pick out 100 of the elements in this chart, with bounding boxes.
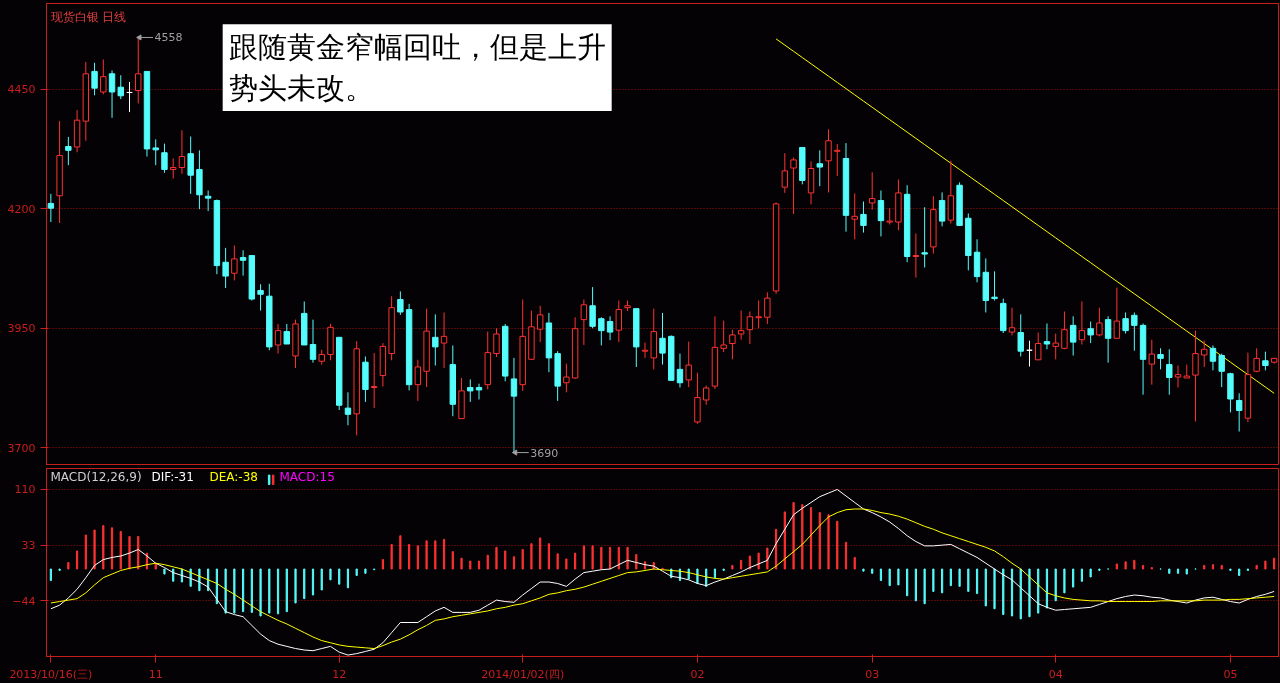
candlestick — [860, 201, 867, 234]
candlestick — [309, 319, 317, 364]
candlestick — [729, 329, 736, 360]
candlestick — [1113, 287, 1121, 339]
candlestick — [283, 323, 290, 345]
candlestick — [1131, 311, 1138, 352]
candlestick — [440, 311, 448, 369]
candlestick — [877, 190, 885, 237]
candlestick — [781, 152, 789, 194]
x-tick-label: 11 — [148, 667, 163, 681]
candlestick — [676, 353, 684, 389]
candlestick — [178, 129, 186, 175]
annotation: 跟随黄金窄幅回吐，但是上升势头未改。 — [228, 30, 606, 106]
candlestick — [231, 245, 238, 281]
candlestick — [432, 313, 439, 367]
y-tick-label: 3950 — [7, 322, 36, 336]
x-tick-label: 05 — [1223, 667, 1238, 681]
candlestick — [1008, 307, 1016, 336]
candlestick — [720, 320, 727, 353]
candlestick — [274, 323, 282, 355]
y-tick-label: 110 — [14, 483, 36, 497]
y-tick-label: 4200 — [7, 202, 36, 216]
candlestick — [921, 206, 928, 268]
candlestick — [1201, 340, 1208, 368]
legend-label: MACD:15 — [279, 469, 335, 484]
x-tick-label: 04 — [1048, 667, 1063, 681]
candlestick — [536, 305, 544, 343]
text: DEA:-38 — [209, 469, 258, 484]
candlestick — [257, 283, 264, 312]
candlestick — [702, 385, 710, 406]
candlestick — [912, 233, 920, 279]
annotation: 4558 — [154, 31, 183, 45]
candlestick — [1087, 321, 1094, 344]
candlestick — [152, 138, 159, 166]
candlestick — [606, 315, 614, 341]
candlestick — [825, 128, 832, 193]
y-tick-label: 4450 — [7, 83, 36, 97]
x-tick-label: 2013/10/16(三) — [9, 667, 93, 681]
candlestick — [1209, 344, 1217, 371]
candlestick — [790, 157, 797, 215]
candlestick — [117, 74, 124, 100]
candlestick — [685, 341, 692, 388]
candlestick — [598, 316, 605, 346]
candlestick — [100, 58, 107, 95]
candlestick — [1148, 339, 1156, 386]
candlestick — [108, 69, 116, 119]
line-series — [775, 38, 1275, 394]
y-tick-label: −44 — [12, 594, 36, 608]
candlestick — [851, 192, 858, 240]
candlestick — [737, 310, 745, 341]
candlestick — [1218, 353, 1225, 388]
candlestick — [475, 383, 483, 400]
candlestick — [1262, 351, 1269, 371]
candlestick — [764, 291, 771, 325]
candlestick — [868, 171, 876, 211]
candlestick — [222, 247, 229, 289]
candlestick — [344, 391, 352, 426]
candlestick — [467, 378, 474, 403]
annotation: 3690 — [530, 446, 559, 460]
text: 现货白银 日线 — [50, 9, 127, 24]
candlestick — [746, 311, 754, 345]
candlestick — [1174, 365, 1182, 389]
candlestick — [1078, 300, 1086, 345]
candlestick — [91, 62, 98, 96]
candlestick — [169, 157, 177, 180]
candlestick — [1061, 311, 1068, 350]
candlestick — [1035, 332, 1042, 361]
candlestick — [493, 327, 500, 358]
x-tick-label: 02 — [690, 667, 705, 681]
y-tick-label: 3700 — [7, 441, 36, 455]
candlestick — [938, 191, 946, 227]
candlestick — [1017, 313, 1024, 357]
candlestick — [47, 193, 55, 223]
candlestick — [187, 135, 194, 195]
candlestick — [239, 249, 247, 277]
candlestick — [414, 359, 422, 402]
candlestick — [1166, 348, 1173, 396]
y-tick-label: 33 — [21, 539, 36, 553]
x-tick-label: 2014/01/02(四) — [481, 667, 565, 681]
candlestick — [659, 312, 666, 366]
candlestick — [161, 143, 168, 174]
candlestick — [563, 363, 570, 393]
candlestick — [755, 300, 762, 329]
candlestick — [1122, 311, 1129, 334]
candlestick — [615, 300, 623, 343]
candlestick — [816, 149, 823, 187]
candlestick — [1235, 392, 1243, 433]
candlestick — [1157, 347, 1164, 370]
candlestick — [580, 299, 588, 346]
candlestick — [370, 352, 378, 409]
candlestick — [1069, 315, 1077, 356]
candlestick — [1192, 330, 1199, 422]
candlestick — [1043, 322, 1051, 350]
candlestick — [641, 342, 649, 359]
line-series — [50, 488, 1275, 656]
candlestick — [991, 270, 998, 301]
chart-title: MACD(12,26,9) — [50, 469, 142, 484]
candlestick — [589, 286, 596, 329]
candlestick — [397, 290, 404, 316]
candlestick — [1052, 333, 1059, 360]
